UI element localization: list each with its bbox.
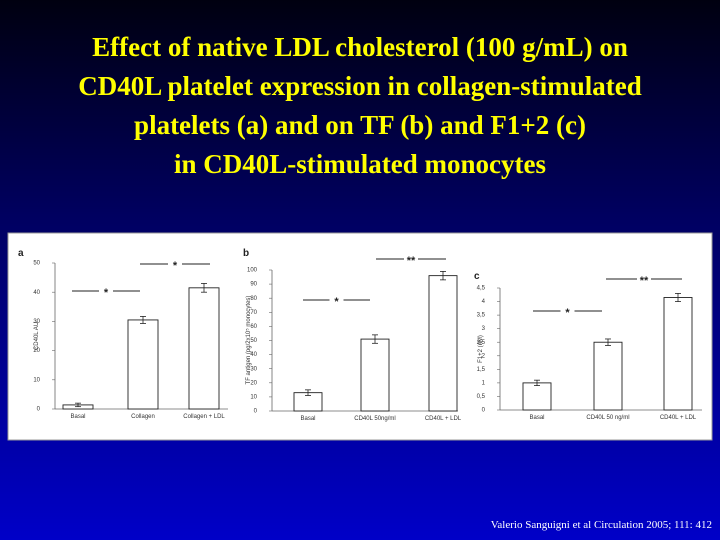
y-tick-label: 2,5 [477, 340, 486, 346]
x-tick-label: Collagen [131, 414, 155, 420]
panel-letter: b [243, 248, 249, 259]
title-line: in CD40L-stimulated monocytes [174, 149, 546, 179]
significance-label: ** [407, 255, 416, 267]
y-tick-label: 1 [482, 380, 486, 386]
y-tick-label: 0,5 [477, 394, 486, 400]
citation: Valerio Sanguigni et al Circulation 2005… [491, 519, 712, 531]
bar [360, 338, 390, 412]
y-tick-label: 80 [250, 296, 257, 302]
y-tick-label: 2 [482, 353, 486, 359]
bar [428, 275, 458, 412]
significance-label: * [173, 260, 178, 272]
y-axis-label: CD40L AU [34, 322, 40, 350]
x-tick-label: Basal [300, 416, 315, 422]
y-tick-label: 30 [33, 319, 40, 325]
bar [522, 382, 552, 411]
x-tick-label: CD40L + LDL [660, 415, 697, 421]
y-tick-label: 20 [250, 380, 257, 386]
bar [593, 341, 623, 411]
significance-label: * [104, 287, 109, 299]
y-tick-label: 0 [482, 408, 486, 414]
y-tick-label: 3,5 [477, 313, 486, 319]
y-tick-label: 50 [250, 338, 257, 344]
x-tick-label: Basal [529, 415, 544, 421]
significance-label: ** [640, 275, 649, 287]
y-tick-label: 100 [247, 268, 258, 274]
y-tick-label: 90 [250, 282, 257, 288]
x-tick-label: Collagen + LDL [183, 414, 225, 420]
title-line: platelets (a) and on TF (b) and F1+2 (c) [134, 110, 586, 140]
y-tick-label: 0 [254, 409, 258, 415]
x-tick-label: CD40L 50 ng/ml [586, 415, 629, 421]
bar [188, 287, 220, 410]
y-tick-label: 10 [250, 394, 257, 400]
bar [663, 297, 693, 411]
y-axis-label: TF antigen (pg/2x10⁵ monocytes) [245, 296, 252, 385]
panel-letter: c [474, 271, 480, 282]
x-tick-label: CD40L + LDL [425, 416, 462, 422]
x-tick-label: CD40L 50ng/ml [354, 416, 395, 422]
x-tick-label: Basal [70, 414, 85, 420]
y-tick-label: 4,5 [477, 286, 486, 292]
significance-label: * [565, 307, 570, 319]
y-tick-label: 40 [250, 352, 257, 358]
y-tick-label: 70 [250, 310, 257, 316]
y-tick-label: 30 [250, 366, 257, 372]
panel-letter: a [18, 248, 24, 259]
y-tick-label: 20 [33, 348, 40, 354]
y-tick-label: 40 [33, 290, 40, 296]
y-tick-label: 1,5 [477, 367, 486, 373]
y-tick-label: 50 [33, 261, 40, 267]
significance-label: * [334, 296, 339, 308]
y-tick-label: 60 [250, 324, 257, 330]
y-tick-label: 0 [37, 407, 41, 413]
bar [127, 319, 159, 410]
y-axis-label: F1+2 (nM) [478, 335, 484, 363]
title-line: Effect of native LDL cholesterol (100 g/… [92, 32, 628, 62]
y-tick-label: 10 [33, 377, 40, 383]
y-tick-label: 3 [482, 326, 486, 332]
y-tick-label: 4 [482, 299, 486, 305]
title-line: CD40L platelet expression in collagen-st… [78, 71, 642, 101]
